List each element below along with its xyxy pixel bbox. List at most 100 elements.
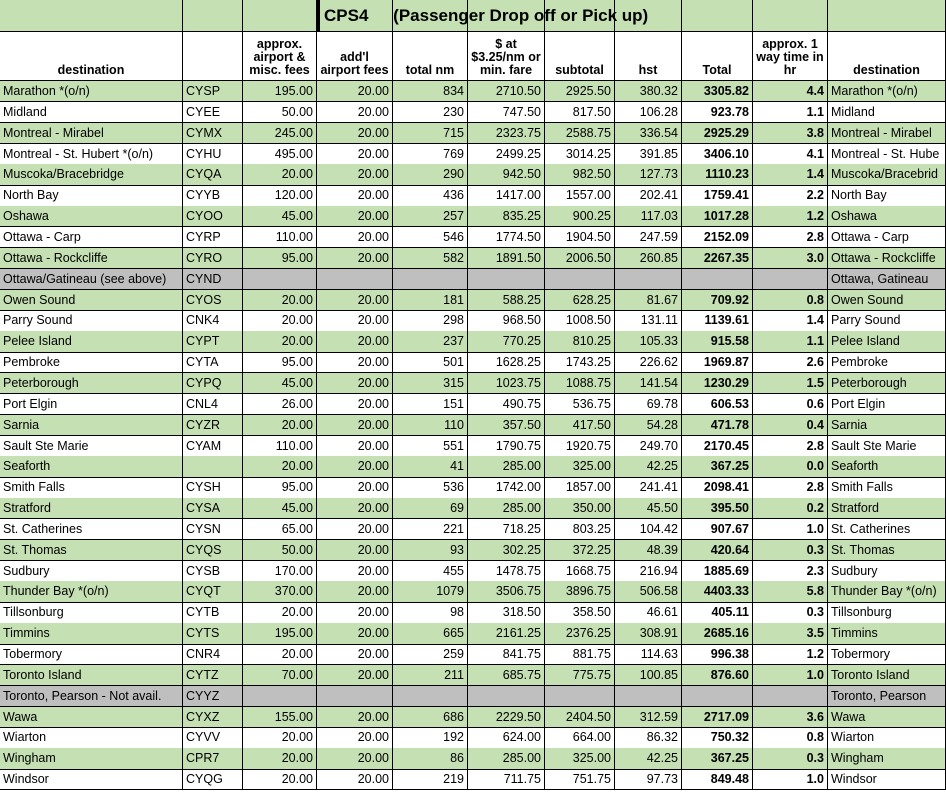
table-cell: 715: [393, 122, 468, 145]
header-cell: total nm: [393, 32, 468, 81]
table-cell: 358.50: [545, 602, 615, 624]
table-cell: 1478.75: [468, 560, 545, 582]
table-cell: 20.00: [317, 81, 393, 103]
table-cell: Toronto Island: [828, 664, 946, 687]
table-cell: CYQG: [183, 769, 243, 791]
table-cell: [393, 685, 468, 708]
table-cell: 100.85: [615, 664, 682, 687]
table-cell: Sudbury: [0, 560, 183, 582]
table-cell: CYQT: [183, 581, 243, 603]
table-cell: 1628.25: [468, 352, 545, 374]
table-cell: CYXZ: [183, 706, 243, 728]
table-cell: [753, 685, 828, 708]
table-cell: Parry Sound: [0, 310, 183, 332]
table-cell: 181: [393, 289, 468, 311]
table-cell: 318.50: [468, 602, 545, 624]
table-cell: 46.61: [615, 602, 682, 624]
table-cell: Wiarton: [828, 727, 946, 749]
table-cell: Stratford: [0, 498, 183, 520]
table-cell: 86.32: [615, 727, 682, 749]
table-cell: 417.50: [545, 414, 615, 436]
table-cell: 1668.75: [545, 560, 615, 582]
table-cell: 436: [393, 185, 468, 207]
table-cell: 65.00: [243, 518, 317, 541]
table-cell: Ottawa/Gatineau (see above): [0, 268, 183, 291]
table-cell: 1.0: [753, 518, 828, 541]
table-cell: 141.54: [615, 372, 682, 395]
table-cell: 114.63: [615, 644, 682, 666]
table-cell: Sarnia: [828, 414, 946, 436]
table-cell: 42.25: [615, 748, 682, 770]
table-cell: CYSP: [183, 81, 243, 103]
table-cell: 151: [393, 393, 468, 416]
table-cell: 495.00: [243, 143, 317, 165]
table-cell: 42.25: [615, 456, 682, 478]
table-cell: 2.3: [753, 560, 828, 582]
title-cell: [243, 0, 317, 32]
table-cell: 20.00: [317, 498, 393, 520]
table-cell: Ottawa - Rockcliffe: [828, 247, 946, 270]
title-cell: [183, 0, 243, 32]
header-cell: $ at $3.25/nm or min. fare: [468, 32, 545, 81]
table-cell: 367.25: [682, 748, 753, 770]
table-cell: CYHU: [183, 143, 243, 165]
table-cell: 751.75: [545, 769, 615, 791]
table-cell: 195.00: [243, 623, 317, 645]
table-cell: 841.75: [468, 644, 545, 666]
table-cell: 1742.00: [468, 477, 545, 499]
table-cell: Owen Sound: [0, 289, 183, 311]
table-cell: 881.75: [545, 644, 615, 666]
table-cell: CYQS: [183, 539, 243, 562]
table-cell: 308.91: [615, 623, 682, 645]
table-cell: 226.62: [615, 352, 682, 374]
table-cell: 968.50: [468, 310, 545, 332]
table-cell: 20.00: [317, 727, 393, 749]
table-cell: 2685.16: [682, 623, 753, 645]
table-cell: Wingham: [0, 748, 183, 770]
table-cell: 20.00: [317, 748, 393, 770]
table-cell: 2.8: [753, 435, 828, 457]
table-cell: 106.28: [615, 101, 682, 124]
table-cell: Ottawa - Carp: [828, 226, 946, 249]
table-cell: Oshawa: [0, 206, 183, 228]
table-cell: CYYB: [183, 185, 243, 207]
table-cell: 834: [393, 81, 468, 103]
table-cell: 95.00: [243, 477, 317, 499]
table-cell: 817.50: [545, 101, 615, 124]
table-cell: 370.00: [243, 581, 317, 603]
table-cell: 3406.10: [682, 143, 753, 165]
table-cell: 1023.75: [468, 372, 545, 395]
table-cell: 20.00: [243, 644, 317, 666]
table-cell: 20.00: [317, 372, 393, 395]
table-cell: 127.73: [615, 164, 682, 186]
table-cell: [682, 685, 753, 708]
table-cell: Smith Falls: [0, 477, 183, 499]
table-cell: 0.0: [753, 456, 828, 478]
table-cell: CYOO: [183, 206, 243, 228]
table-cell: 770.25: [468, 331, 545, 353]
table-cell: 70.00: [243, 664, 317, 687]
table-cell: 1969.87: [682, 352, 753, 374]
title-cell: [615, 0, 682, 32]
table-cell: 104.42: [615, 518, 682, 541]
table-cell: 325.00: [545, 456, 615, 478]
table-cell: 2.2: [753, 185, 828, 207]
table-cell: 367.25: [682, 456, 753, 478]
table-cell: 501: [393, 352, 468, 374]
table-cell: 97.73: [615, 769, 682, 791]
table-cell: [682, 268, 753, 291]
table-cell: 95.00: [243, 247, 317, 270]
table-cell: 0.8: [753, 289, 828, 311]
table-cell: 624.00: [468, 727, 545, 749]
table-cell: 2710.50: [468, 81, 545, 103]
table-cell: 260.85: [615, 247, 682, 270]
table-cell: 45.00: [243, 498, 317, 520]
table-cell: Thunder Bay *(o/n): [828, 581, 946, 603]
table-cell: 665: [393, 623, 468, 645]
header-cell: hst: [615, 32, 682, 81]
table-cell: 20.00: [317, 164, 393, 186]
table-cell: [753, 268, 828, 291]
table-cell: 20.00: [317, 352, 393, 374]
table-cell: 105.33: [615, 331, 682, 353]
header-cell: destination: [828, 32, 946, 81]
